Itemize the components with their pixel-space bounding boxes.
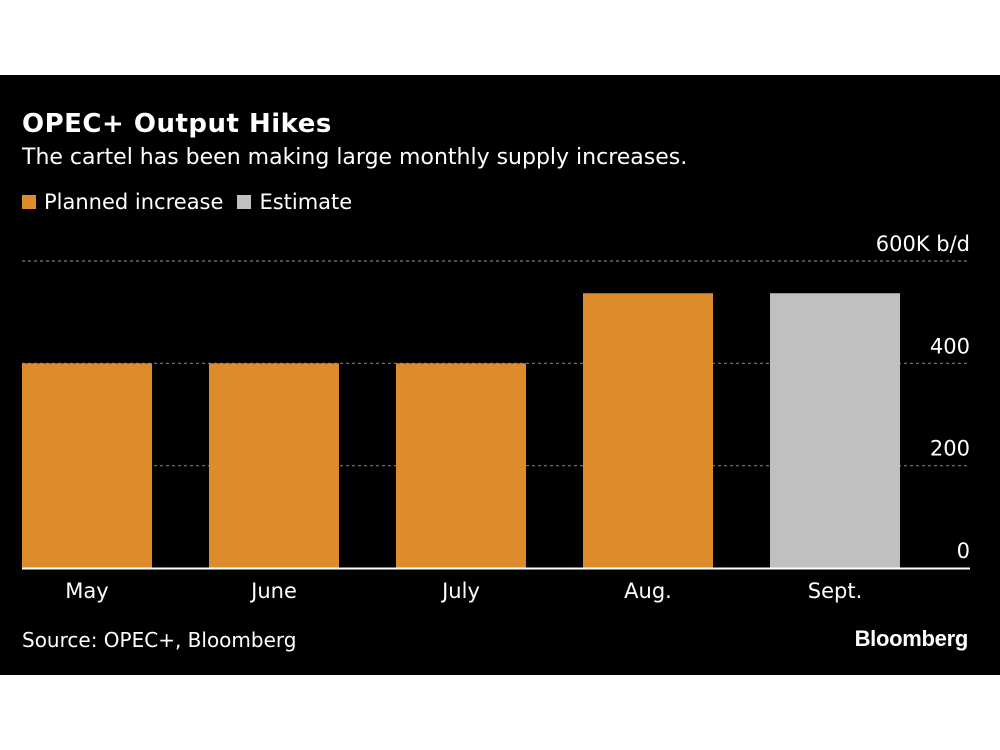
bar-chart: 0 200 400 600K b/d May June July Aug. Sept. [22,232,970,603]
bar-july [396,363,526,568]
legend-label-estimate: Estimate [259,190,353,214]
y-tick-label: 200 [930,437,970,461]
legend-swatch-planned [22,195,36,209]
x-tick-label: May [65,579,108,603]
bar-sept [770,293,900,568]
chart-panel: OPEC+ Output Hikes The cartel has been m… [0,75,1000,675]
chart-title: OPEC+ Output Hikes [22,109,332,139]
chart-subtitle: The cartel has been making large monthly… [22,145,688,170]
x-tick-label: June [249,579,297,603]
x-tick-label: July [440,579,480,603]
x-tick-label: Aug. [624,579,672,603]
bar-may [22,363,152,568]
legend-swatch-estimate [237,195,252,209]
y-tick-label: 600K b/d [876,232,970,256]
legend-label-planned: Planned increase [44,190,224,214]
y-tick-label: 400 [930,334,970,358]
bar-june [209,363,339,568]
bloomberg-logo: Bloomberg [854,626,969,651]
x-tick-label: Sept. [808,579,863,603]
source-note: Source: OPEC+, Bloomberg [22,628,297,652]
y-tick-label: 0 [957,539,970,563]
legend-item-estimate: Estimate [237,190,352,214]
bar-aug [583,293,713,568]
legend: Planned increase Estimate [22,190,366,214]
legend-item-planned: Planned increase [22,190,223,214]
